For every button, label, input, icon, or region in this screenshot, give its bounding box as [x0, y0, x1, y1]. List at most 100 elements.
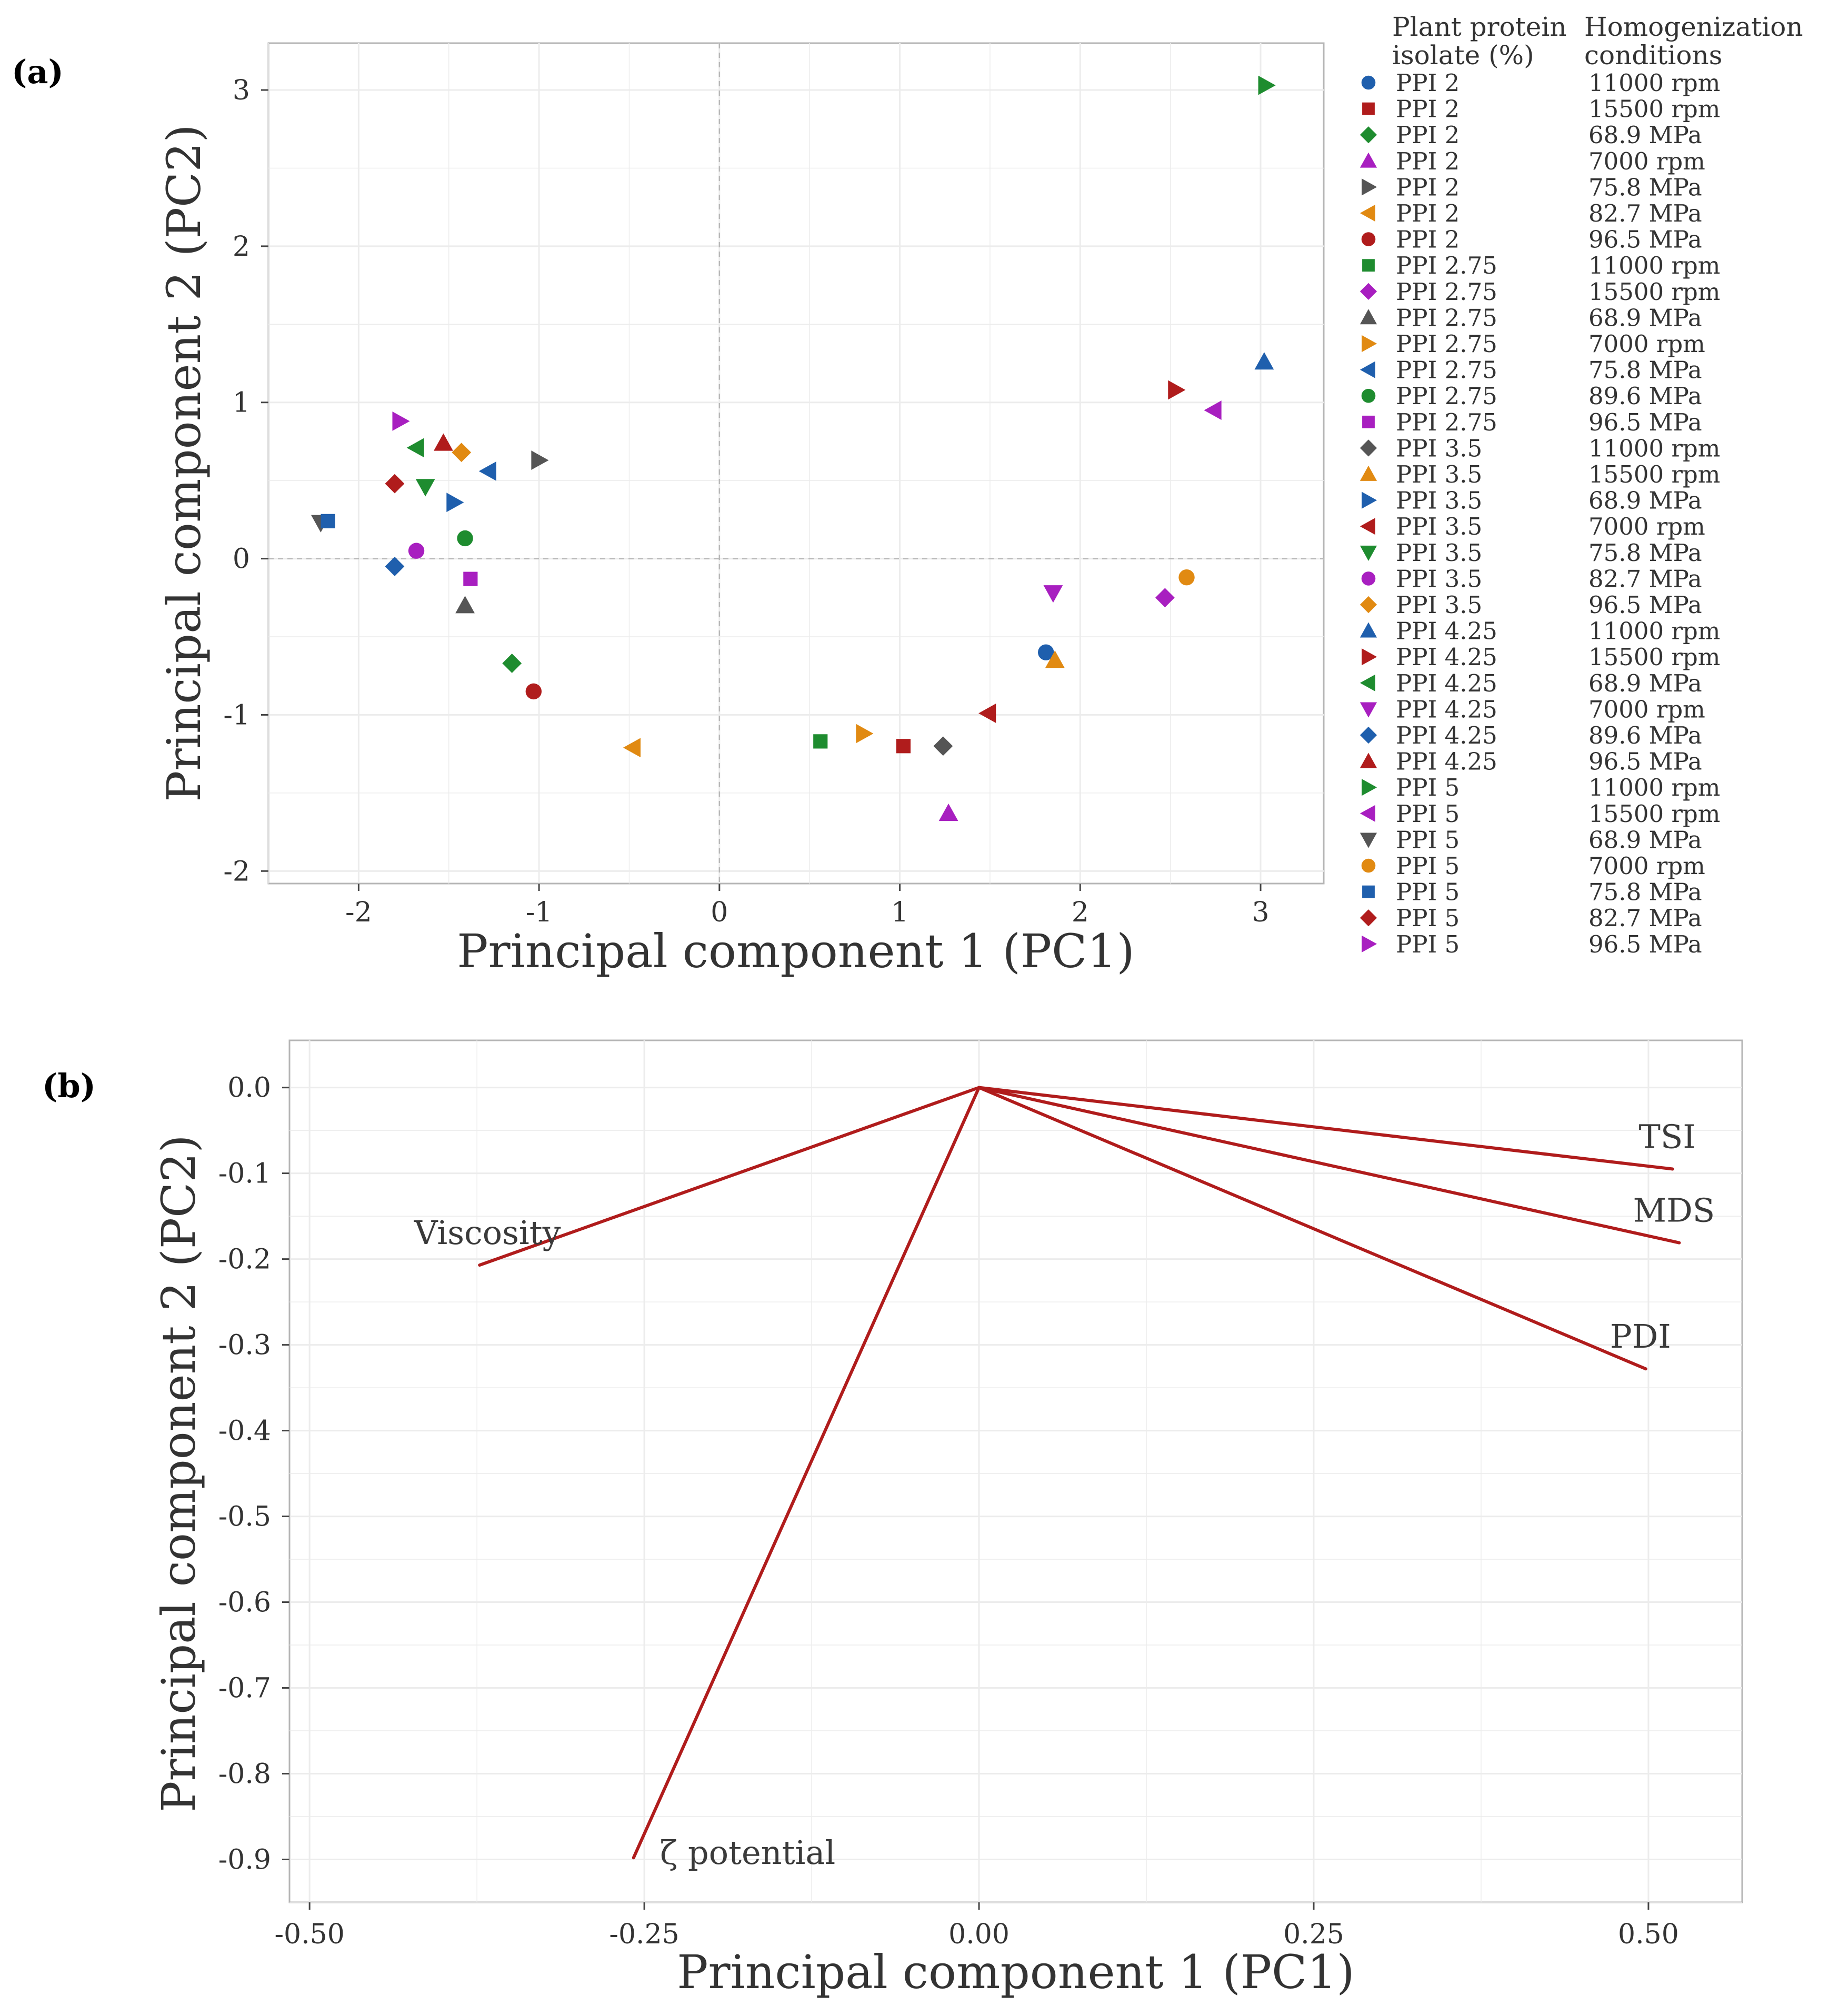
point-ppi-2-7000-rpm: [938, 804, 958, 821]
legend-isolate: PPI 3.5: [1396, 513, 1482, 540]
legend-marker: [1360, 309, 1377, 325]
legend-marker: [1360, 674, 1375, 691]
x-tick-label: 3: [1252, 897, 1269, 928]
legend-isolate: PPI 2.75: [1396, 252, 1497, 279]
panel-b-vector-labels: TSI MDS PDI Viscosity ζ potential: [414, 1117, 1715, 1872]
legend-condition: 75.8 MPa: [1588, 539, 1702, 567]
loading-vector-tsi: [977, 1086, 1674, 1171]
legend-condition: 11000 rpm: [1588, 617, 1720, 645]
legend-entry-ppi-2-75-8-mpa: PPI 2 75.8 MPa: [1362, 173, 1702, 201]
legend-isolate: PPI 3.5: [1396, 591, 1482, 619]
legend-entry-ppi-2-75-75-8-mpa: PPI 2.75 75.8 MPa: [1360, 356, 1702, 384]
loading-vector-viscosity: [478, 1086, 981, 1267]
legend-condition: 7000 rpm: [1588, 330, 1705, 358]
y-tick-label: -0.5: [218, 1501, 271, 1533]
point-ppi-2-96-5-mpa: [525, 683, 542, 700]
legend-entry-ppi-2-75-11000-rpm: PPI 2.75 11000 rpm: [1362, 252, 1720, 279]
legend-entry-ppi-2-75-89-6-mpa: PPI 2.75 89.6 MPa: [1361, 382, 1702, 410]
y-tick-label: -2: [223, 856, 250, 887]
legend-condition: 82.7 MPa: [1588, 904, 1702, 932]
legend-entry-ppi-3-5-75-8-mpa: PPI 3.5 75.8 MPa: [1360, 539, 1702, 567]
legend-marker: [1360, 439, 1377, 457]
legend-entry-ppi-4-25-7000-rpm: PPI 4.25 7000 rpm: [1360, 695, 1705, 723]
legend-marker: [1362, 935, 1377, 952]
y-tick-label: 0: [233, 544, 250, 575]
legend-entry-ppi-2-7000-rpm: PPI 2 7000 rpm: [1360, 147, 1705, 175]
legend-isolate: PPI 5: [1396, 930, 1460, 958]
x-tick-label: -0.50: [274, 1919, 344, 1950]
legend-isolate: PPI 5: [1396, 774, 1460, 801]
panel-a-x-axis-title: Principal component 1 (PC1): [457, 924, 1134, 978]
vector-label-viscosity: Viscosity: [414, 1213, 561, 1252]
legend-marker: [1360, 545, 1377, 561]
panel-a-gridlines: [268, 43, 1324, 884]
panel-a-zero-reference-lines: [268, 43, 1324, 884]
legend-isolate: PPI 2: [1396, 147, 1460, 175]
legend-marker: [1360, 909, 1377, 927]
point-ppi-4-25-96-5-mpa: [434, 433, 453, 451]
legend-isolate: PPI 2: [1396, 173, 1460, 201]
panel-b-plot-area: [288, 1039, 1743, 1903]
legend-isolate: PPI 3.5: [1396, 460, 1482, 488]
legend-marker: [1360, 596, 1377, 614]
point-ppi-2-82-7-mpa: [623, 738, 641, 758]
point-ppi-5-75-8-mpa: [321, 514, 335, 528]
legend-isolate: PPI 5: [1396, 826, 1460, 854]
x-tick-label: -1: [526, 897, 553, 928]
point-ppi-2-75-8-mpa: [531, 450, 549, 470]
x-tick-label: 0.25: [1283, 1919, 1344, 1950]
legend-entry-ppi-4-25-89-6-mpa: PPI 4.25 89.6 MPa: [1360, 721, 1702, 749]
legend-condition: 68.9 MPa: [1588, 487, 1702, 515]
legend-marker: [1360, 126, 1377, 144]
y-tick-label: -0.6: [218, 1587, 271, 1619]
point-ppi-5-11000-rpm: [1258, 75, 1276, 95]
legend-condition: 15500 rpm: [1588, 643, 1720, 671]
panel-a-y-tick-labels: -2 -1 0 1 2 3: [223, 75, 268, 887]
point-ppi-2-11000-rpm: [1037, 644, 1054, 660]
legend-marker: [1360, 518, 1375, 535]
legend-condition: 96.5 MPa: [1588, 930, 1702, 958]
legend-entry-ppi-2-15500-rpm: PPI 2 15500 rpm: [1362, 95, 1720, 123]
legend-isolate: PPI 5: [1396, 878, 1460, 906]
legend-condition: 7000 rpm: [1588, 695, 1705, 723]
vector-label-mds: MDS: [1633, 1191, 1715, 1230]
loading-vector-potential: [632, 1086, 981, 1860]
panel-b-gridlines: [289, 1040, 1742, 1903]
legend-entry-ppi-4-25-96-5-mpa: PPI 4.25 96.5 MPa: [1360, 748, 1702, 776]
legend-entry-ppi-3-5-68-9-mpa: PPI 3.5 68.9 MPa: [1362, 487, 1702, 515]
legend-entry-ppi-2-11000-rpm: PPI 2 11000 rpm: [1361, 69, 1720, 97]
point-ppi-3-5-82-7-mpa: [408, 543, 425, 559]
legend-entry-ppi-5-15500-rpm: PPI 5 15500 rpm: [1360, 800, 1720, 828]
legend-isolate: PPI 4.25: [1396, 695, 1497, 723]
point-ppi-2-75-89-6-mpa: [457, 530, 473, 547]
point-ppi-3-5-7000-rpm: [978, 704, 996, 723]
loading-vector-pdi: [977, 1086, 1647, 1371]
legend-marker: [1361, 858, 1376, 873]
legend-marker: [1360, 361, 1375, 378]
panel-a-plot-area: [267, 42, 1325, 885]
legend-entry-ppi-5-7000-rpm: PPI 5 7000 rpm: [1361, 852, 1705, 880]
legend-marker: [1360, 152, 1377, 168]
point-ppi-5-96-5-mpa: [392, 411, 410, 431]
legend-marker: [1360, 805, 1375, 822]
legend-condition: 7000 rpm: [1588, 513, 1705, 540]
point-ppi-3-5-15500-rpm: [1045, 650, 1065, 668]
legend-isolate: PPI 2: [1396, 121, 1460, 149]
legend-marker: [1362, 648, 1377, 666]
point-ppi-4-25-15500-rpm: [1168, 380, 1186, 400]
legend-entry-ppi-2-75-96-5-mpa: PPI 2.75 96.5 MPa: [1362, 408, 1702, 436]
legend-entry-ppi-5-96-5-mpa: PPI 5 96.5 MPa: [1362, 930, 1702, 958]
legend-condition: 96.5 MPa: [1588, 226, 1702, 254]
legend-marker: [1360, 702, 1377, 718]
loading-vector-mds: [977, 1086, 1681, 1245]
legend-isolate: PPI 3.5: [1396, 487, 1482, 515]
point-ppi-4-25-89-6-mpa: [385, 557, 405, 576]
legend-condition: 11000 rpm: [1588, 774, 1720, 801]
point-ppi-3-5-68-9-mpa: [446, 493, 464, 513]
legend-condition: 11000 rpm: [1588, 69, 1720, 97]
legend-entry-ppi-2-68-9-mpa: PPI 2 68.9 MPa: [1360, 121, 1702, 149]
legend-condition: 75.8 MPa: [1588, 173, 1702, 201]
x-tick-label: 0: [711, 897, 728, 928]
legend-isolate: PPI 2.75: [1396, 330, 1497, 358]
legend-marker: [1360, 204, 1375, 222]
